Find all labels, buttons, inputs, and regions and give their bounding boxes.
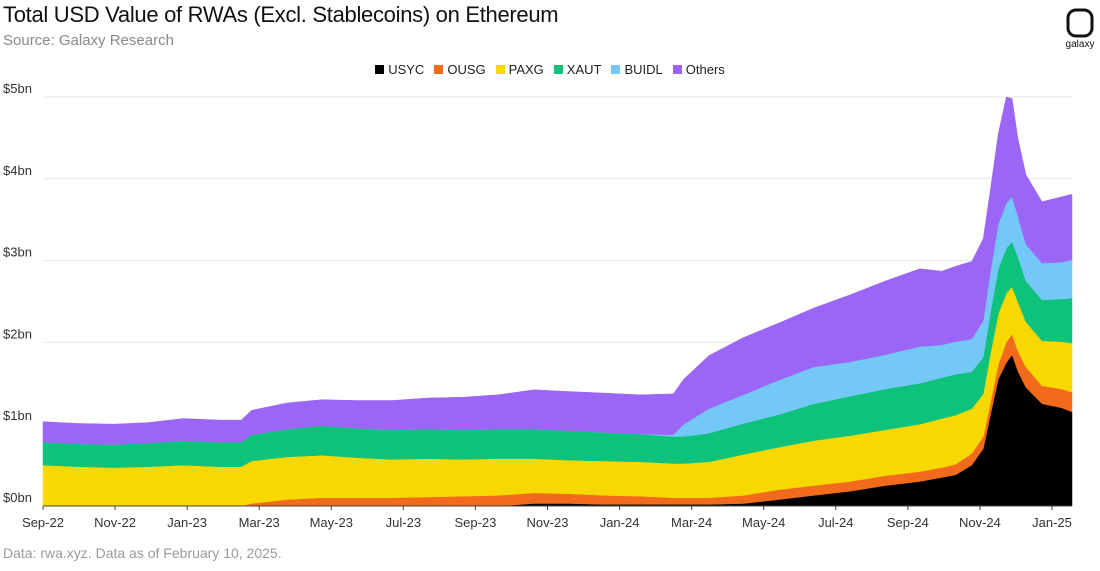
x-tick-label: May-24 [742, 515, 785, 530]
legend-swatch [495, 65, 505, 74]
y-tick-label: $4bn [3, 163, 32, 178]
x-tick-label: Jul-24 [818, 515, 853, 530]
x-tick-label: Nov-22 [94, 515, 136, 530]
y-tick-label: $0bn [3, 490, 32, 505]
chart-title: Total USD Value of RWAs (Excl. Stablecoi… [3, 2, 559, 27]
legend-swatch [553, 65, 563, 74]
legend-label: BUIDL [624, 62, 663, 77]
x-tick-label: May-23 [310, 515, 353, 530]
x-tick-label: Jul-23 [386, 515, 421, 530]
legend-swatch [611, 65, 621, 74]
legend-swatch [434, 65, 444, 74]
legend-item-usyc: USYC [375, 62, 424, 77]
legend-item-buidl: BUIDL [611, 62, 663, 77]
legend-label: Others [685, 62, 725, 77]
logo-label: galaxy [1065, 39, 1095, 50]
x-tick-label: Mar-24 [671, 515, 712, 530]
legend-swatch [375, 65, 385, 74]
legend-item-paxg: PAXG [495, 62, 544, 77]
chart-subtitle: Source: Galaxy Research [3, 32, 174, 49]
x-tick-label: Nov-24 [959, 515, 1001, 530]
legend-label: XAUT [566, 62, 602, 77]
legend-label: OUSG [447, 62, 486, 77]
y-tick-label: $3bn [3, 245, 32, 260]
chart-footnote: Data: rwa.xyz. Data as of February 10, 2… [3, 545, 282, 561]
x-tick-label: Nov-23 [527, 515, 569, 530]
legend-item-xaut: XAUT [553, 62, 602, 77]
y-tick-label: $2bn [3, 326, 32, 341]
x-tick-label: Jan-24 [600, 515, 640, 530]
x-tick-label: Jan-25 [1032, 515, 1072, 530]
galaxy-logo: galaxy [1060, 6, 1100, 56]
legend-item-others: Others [672, 62, 725, 77]
x-tick-label: Mar-23 [239, 515, 280, 530]
chart-legend: USYC OUSG PAXG XAUT BUIDL Others [0, 62, 1100, 77]
y-tick-label: $1bn [3, 408, 32, 423]
x-tick-label: Sep-22 [22, 515, 64, 530]
x-tick-label: Sep-24 [887, 515, 929, 530]
series-area-others [42, 96, 1073, 445]
y-tick-label: $5bn [3, 81, 32, 96]
x-tick-label: Sep-23 [454, 515, 496, 530]
legend-label: PAXG [508, 62, 544, 77]
legend-swatch [672, 65, 682, 74]
legend-label: USYC [388, 62, 425, 77]
legend-item-ousg: OUSG [434, 62, 486, 77]
x-tick-label: Jan-23 [167, 515, 207, 530]
galaxy-logo-icon [1066, 8, 1094, 38]
